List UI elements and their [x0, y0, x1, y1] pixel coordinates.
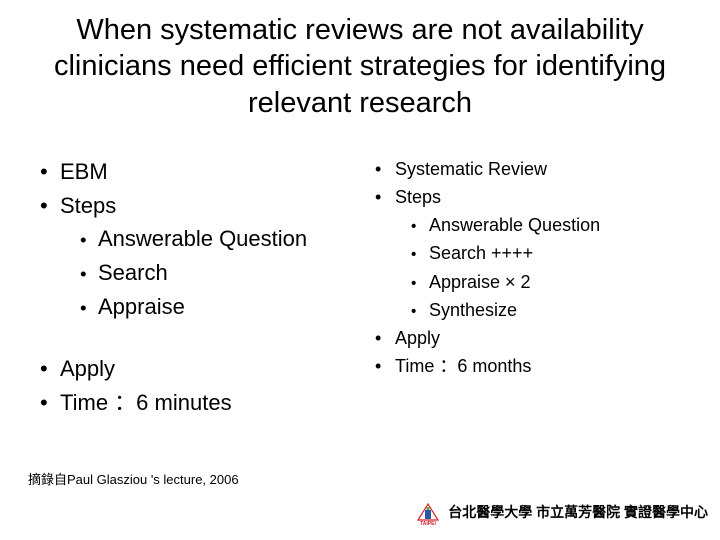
list-item: •EBM — [40, 157, 365, 188]
list-item: •Time ：6 months — [375, 354, 700, 379]
footer: TAIPEI 台北醫學大學 市立萬芳醫院 實證醫學中心 — [414, 498, 708, 526]
item-text: Apply — [395, 326, 440, 351]
item-text: EBM — [60, 157, 108, 188]
item-text: Appraise — [98, 292, 185, 323]
list-subitem: •Appraise — [40, 292, 365, 323]
item-text: Answerable Question — [98, 224, 307, 255]
content-area: •EBM •Steps •Answerable Question •Search… — [0, 129, 720, 422]
item-text: Steps — [395, 185, 441, 210]
list-subitem: •Synthesize — [375, 298, 700, 323]
item-text: Systematic Review — [395, 157, 547, 182]
list-subitem: •Search — [40, 258, 365, 289]
svg-text:TAIPEI: TAIPEI — [420, 521, 436, 526]
attribution-text: 摘錄自Paul Glasziou 's lecture, 2006 — [28, 469, 239, 488]
item-text: Steps — [60, 191, 116, 222]
list-item: •Apply — [40, 354, 365, 385]
item-text: Synthesize — [429, 298, 517, 323]
list-subitem: •Appraise × 2 — [375, 270, 700, 295]
list-item: •Time ：6 minutes — [40, 388, 365, 419]
taipei-logo-icon: TAIPEI — [414, 498, 442, 526]
item-text: Search ++++ — [429, 241, 533, 266]
footer-text: 台北醫學大學 市立萬芳醫院 實證醫學中心 — [448, 502, 708, 522]
left-column: •EBM •Steps •Answerable Question •Search… — [20, 157, 365, 422]
item-text: Answerable Question — [429, 213, 600, 238]
slide-title: When systematic reviews are not availabi… — [0, 0, 720, 129]
item-text: Apply — [60, 354, 115, 385]
item-text: Search — [98, 258, 168, 289]
list-item: •Steps — [40, 191, 365, 222]
list-item: •Steps — [375, 185, 700, 210]
right-column: •Systematic Review •Steps •Answerable Qu… — [365, 157, 700, 422]
list-subitem: •Answerable Question — [375, 213, 700, 238]
item-text: Time ：6 months — [395, 354, 531, 379]
item-text: Appraise × 2 — [429, 270, 531, 295]
list-item: •Systematic Review — [375, 157, 700, 182]
item-text: Time ：6 minutes — [60, 388, 232, 419]
list-subitem: •Answerable Question — [40, 224, 365, 255]
list-subitem: •Search ++++ — [375, 241, 700, 266]
list-item: •Apply — [375, 326, 700, 351]
